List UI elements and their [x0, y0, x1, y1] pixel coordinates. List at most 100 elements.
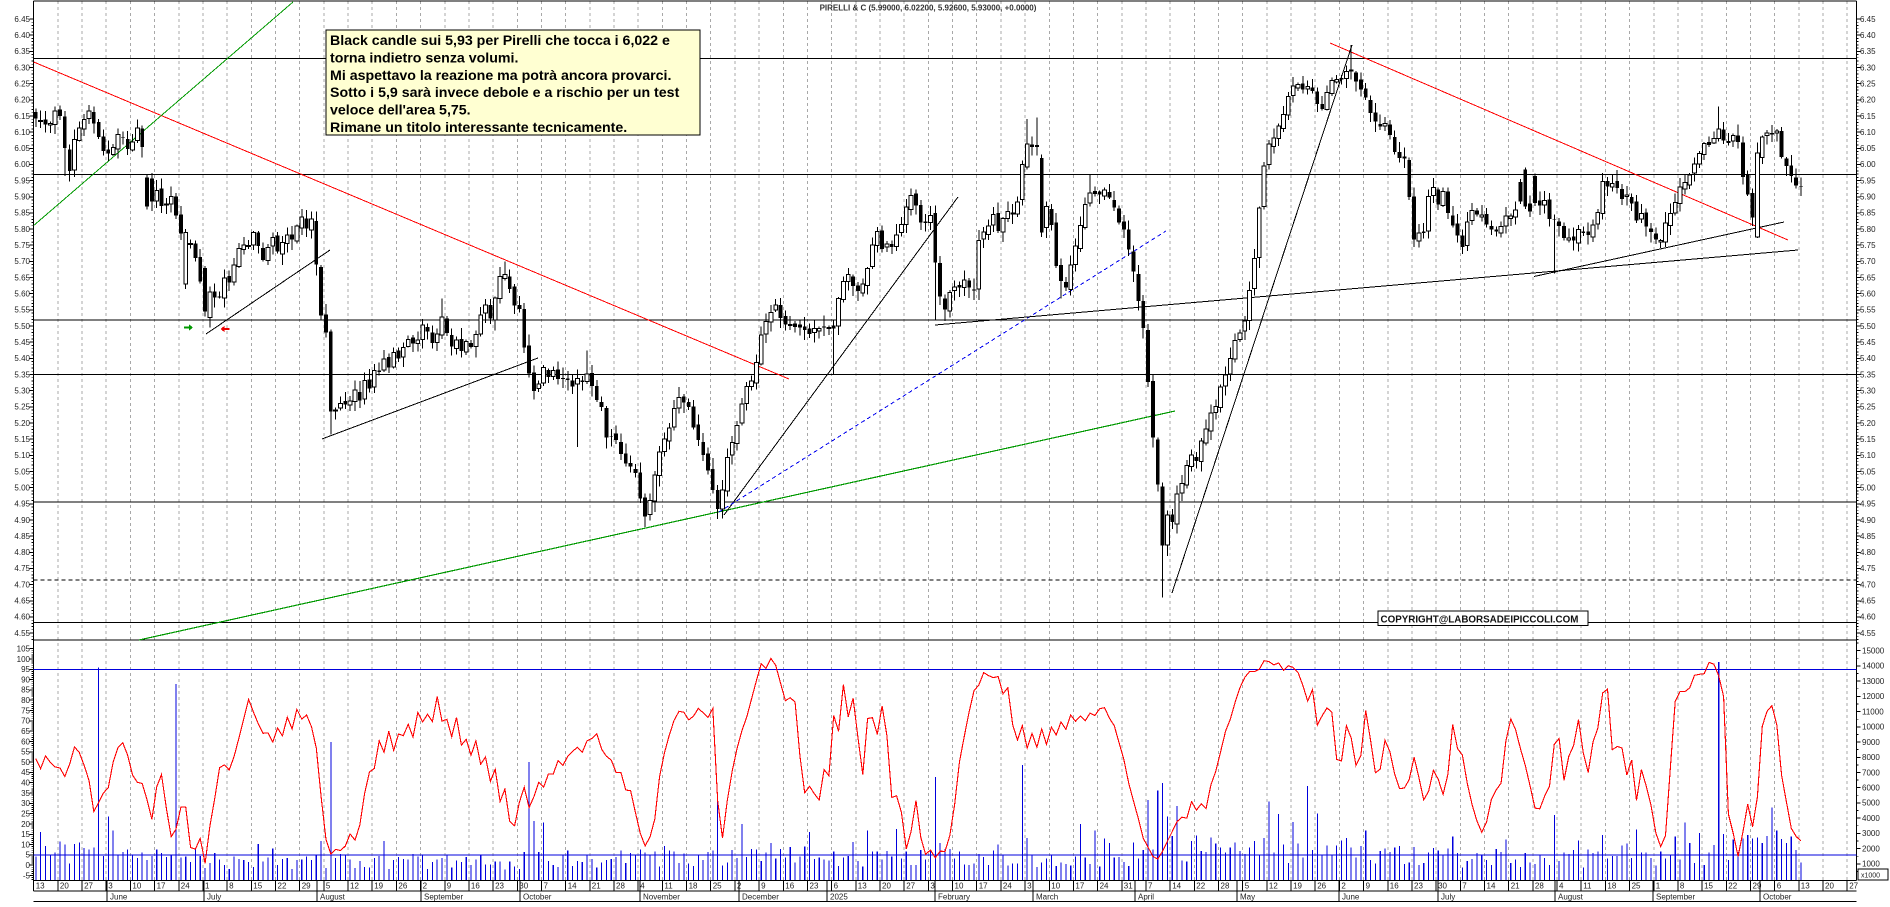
- svg-text:25: 25: [713, 881, 722, 890]
- svg-text:55: 55: [21, 748, 30, 757]
- svg-text:28: 28: [1221, 881, 1230, 890]
- svg-text:5.80: 5.80: [14, 225, 30, 234]
- svg-text:July: July: [1441, 892, 1455, 901]
- svg-text:9: 9: [1366, 881, 1371, 890]
- svg-text:6.25: 6.25: [1860, 79, 1876, 88]
- svg-text:26: 26: [1317, 881, 1326, 890]
- svg-text:5.45: 5.45: [14, 338, 30, 347]
- svg-text:5.30: 5.30: [1860, 387, 1876, 396]
- svg-text:5.15: 5.15: [14, 435, 30, 444]
- svg-text:15: 15: [253, 881, 262, 890]
- svg-text:June: June: [110, 892, 128, 901]
- svg-text:15: 15: [21, 830, 30, 839]
- svg-text:27: 27: [84, 881, 93, 890]
- svg-text:6.05: 6.05: [1860, 144, 1876, 153]
- svg-text:6.25: 6.25: [14, 79, 30, 88]
- svg-text:6.40: 6.40: [14, 31, 30, 40]
- svg-text:6.15: 6.15: [1860, 112, 1876, 121]
- svg-text:veloce dell'area 5,75.: veloce dell'area 5,75.: [330, 103, 471, 119]
- svg-text:4.55: 4.55: [14, 629, 30, 638]
- svg-text:17: 17: [1075, 881, 1084, 890]
- svg-text:35: 35: [21, 789, 30, 798]
- svg-text:5: 5: [26, 851, 31, 860]
- svg-text:13: 13: [1801, 881, 1810, 890]
- svg-text:65: 65: [21, 727, 30, 736]
- svg-text:25: 25: [21, 810, 30, 819]
- svg-text:5.80: 5.80: [1860, 225, 1876, 234]
- svg-text:60: 60: [21, 737, 30, 746]
- svg-text:4.55: 4.55: [1860, 629, 1876, 638]
- svg-text:Sotto i 5,9 sarà invece debole: Sotto i 5,9 sarà invece debole e a risch…: [330, 85, 680, 101]
- svg-text:6.05: 6.05: [14, 144, 30, 153]
- svg-text:COPYRIGHT@LABORSADEIPICCOLI.CO: COPYRIGHT@LABORSADEIPICCOLI.COM: [1381, 614, 1579, 625]
- svg-text:5.20: 5.20: [1860, 419, 1876, 428]
- svg-text:22: 22: [1196, 881, 1205, 890]
- svg-text:4.85: 4.85: [1860, 532, 1876, 541]
- svg-text:13: 13: [858, 881, 867, 890]
- svg-text:27: 27: [906, 881, 915, 890]
- svg-text:80: 80: [21, 696, 30, 705]
- svg-text:16: 16: [1390, 881, 1399, 890]
- svg-text:June: June: [1342, 892, 1360, 901]
- svg-text:12: 12: [350, 881, 359, 890]
- svg-text:24: 24: [181, 881, 190, 890]
- svg-text:22: 22: [1728, 881, 1737, 890]
- svg-text:4.70: 4.70: [1860, 580, 1876, 589]
- svg-text:28: 28: [1535, 881, 1544, 890]
- svg-text:2000: 2000: [1862, 844, 1880, 853]
- svg-text:4.70: 4.70: [14, 580, 30, 589]
- svg-text:5.00: 5.00: [1860, 483, 1876, 492]
- svg-text:5.00: 5.00: [14, 483, 30, 492]
- svg-text:6: 6: [834, 881, 839, 890]
- svg-text:18: 18: [1607, 881, 1616, 890]
- svg-text:October: October: [523, 892, 552, 901]
- svg-text:10: 10: [132, 881, 141, 890]
- svg-text:6000: 6000: [1862, 784, 1880, 793]
- svg-text:October: October: [1763, 892, 1792, 901]
- svg-text:13000: 13000: [1862, 677, 1885, 686]
- svg-text:5.65: 5.65: [1860, 273, 1876, 282]
- svg-text:10: 10: [21, 840, 30, 849]
- svg-text:5.60: 5.60: [1860, 290, 1876, 299]
- svg-text:7: 7: [1148, 881, 1153, 890]
- svg-text:6.45: 6.45: [1860, 15, 1876, 24]
- svg-text:5.05: 5.05: [14, 467, 30, 476]
- svg-text:4.80: 4.80: [14, 548, 30, 557]
- svg-text:20: 20: [60, 881, 69, 890]
- svg-text:20: 20: [882, 881, 891, 890]
- svg-text:6.20: 6.20: [1860, 96, 1876, 105]
- svg-text:February: February: [938, 892, 970, 901]
- svg-text:5.90: 5.90: [1860, 193, 1876, 202]
- svg-text:6.35: 6.35: [14, 47, 30, 56]
- svg-text:5.05: 5.05: [1860, 467, 1876, 476]
- svg-text:5.20: 5.20: [14, 419, 30, 428]
- svg-text:24: 24: [1100, 881, 1109, 890]
- svg-text:5.70: 5.70: [14, 257, 30, 266]
- svg-text:5.40: 5.40: [1860, 354, 1876, 363]
- svg-text:11: 11: [664, 881, 673, 890]
- svg-text:November: November: [643, 892, 680, 901]
- svg-text:March: March: [1036, 892, 1058, 901]
- svg-text:6.35: 6.35: [1860, 47, 1876, 56]
- svg-text:5.95: 5.95: [14, 176, 30, 185]
- svg-text:9: 9: [761, 881, 766, 890]
- svg-text:28: 28: [616, 881, 625, 890]
- svg-text:7: 7: [1462, 881, 1467, 890]
- svg-text:2: 2: [423, 881, 428, 890]
- svg-text:PIRELLI & C (5.99000, 6.02200,: PIRELLI & C (5.99000, 6.02200, 5.92600, …: [820, 4, 1037, 13]
- svg-text:26: 26: [398, 881, 407, 890]
- svg-text:14: 14: [568, 881, 577, 890]
- svg-text:5.10: 5.10: [14, 451, 30, 460]
- svg-text:6.10: 6.10: [14, 128, 30, 137]
- svg-text:4.75: 4.75: [14, 564, 30, 573]
- svg-text:4.80: 4.80: [1860, 548, 1876, 557]
- svg-text:torna indietro senza volumi.: torna indietro senza volumi.: [330, 50, 518, 66]
- svg-text:2025: 2025: [830, 892, 848, 901]
- svg-text:5.50: 5.50: [1860, 322, 1876, 331]
- svg-text:5: 5: [326, 881, 331, 890]
- svg-text:5.85: 5.85: [1860, 209, 1876, 218]
- svg-text:4: 4: [1559, 881, 1564, 890]
- svg-text:19: 19: [374, 881, 383, 890]
- svg-text:10: 10: [1051, 881, 1060, 890]
- svg-text:10000: 10000: [1862, 723, 1885, 732]
